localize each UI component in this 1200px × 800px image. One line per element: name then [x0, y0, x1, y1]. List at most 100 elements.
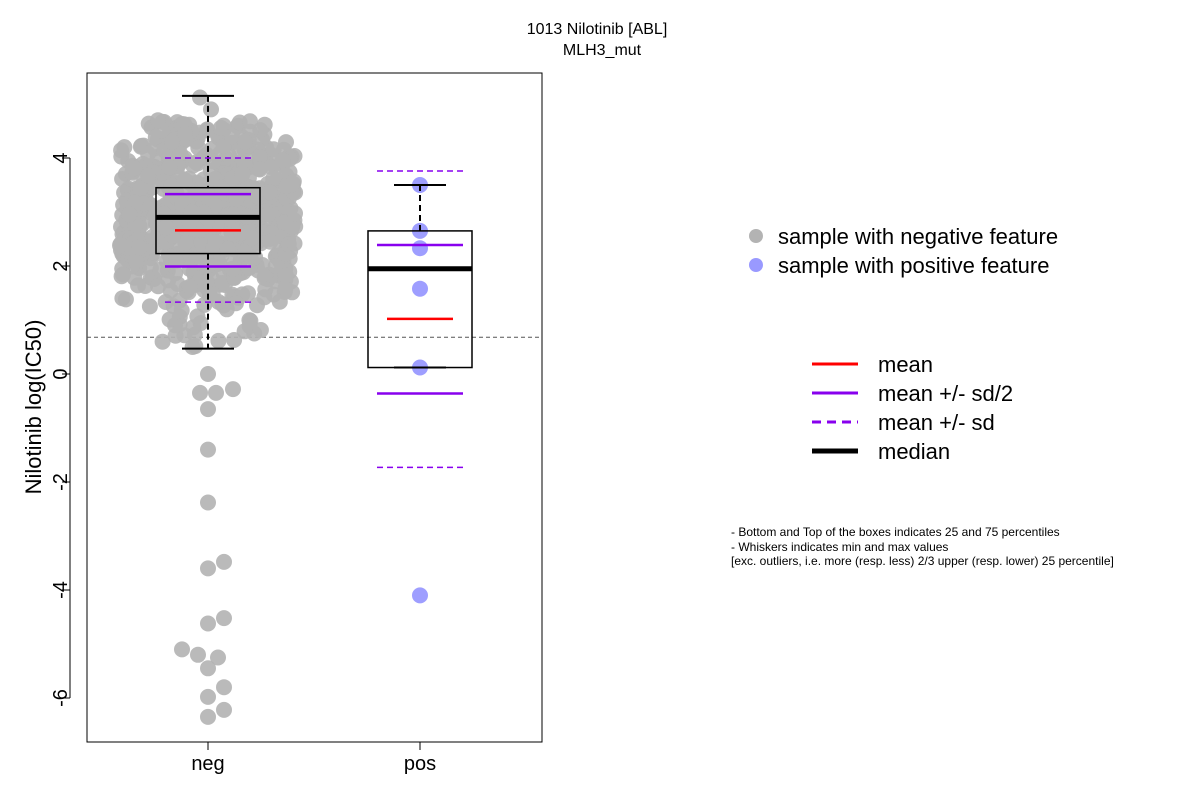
- neg-outlier-point: [200, 708, 216, 725]
- neg-sample-point: [265, 170, 282, 187]
- neg-sample-point: [261, 184, 278, 201]
- neg-outlier-point: [200, 401, 216, 418]
- neg-sample-point: [112, 237, 128, 254]
- neg-sample-point: [173, 302, 190, 319]
- neg-box: [155, 186, 261, 255]
- legend-point-marker: [749, 258, 763, 272]
- neg-sample-point: [140, 145, 157, 162]
- neg-sample-point: [176, 171, 193, 188]
- legend-point-label: sample with negative feature: [778, 224, 1058, 249]
- neg-sample-point: [131, 239, 148, 256]
- neg-sample-point: [249, 297, 265, 314]
- pos-points: [412, 177, 428, 604]
- neg-sample-point: [181, 278, 198, 295]
- neg-outlier-point: [208, 384, 224, 401]
- neg-sample-point: [177, 125, 193, 142]
- y-tick-label: -6: [50, 689, 72, 707]
- neg-sample-point: [163, 177, 180, 194]
- neg-sample-point: [177, 234, 194, 251]
- pos-sample-point: [412, 280, 428, 297]
- neg-sample-point: [207, 234, 224, 251]
- neg-sample-point: [210, 332, 227, 349]
- neg-sample-point: [132, 180, 149, 197]
- neg-outlier-point: [200, 366, 216, 382]
- neg-sample-point: [190, 139, 207, 156]
- neg-sample-point: [168, 252, 184, 269]
- neg-outlier-point: [200, 615, 216, 632]
- neg-sample-point: [252, 322, 269, 338]
- y-tick-label: -4: [50, 581, 72, 599]
- neg-sample-point: [271, 293, 288, 310]
- chart-title-line-2: MLH3_mut: [563, 42, 642, 59]
- neg-sample-point: [249, 188, 266, 204]
- neg-sample-point: [150, 112, 166, 129]
- neg-sample-point: [130, 277, 146, 294]
- neg-sample-point: [192, 89, 208, 106]
- neg-sample-point: [154, 333, 171, 350]
- pos-box: [367, 230, 473, 369]
- legend-line-label: median: [878, 439, 950, 464]
- neg-sample-point: [203, 101, 219, 118]
- legend-point-marker: [749, 229, 763, 243]
- x-axis: neg pos: [191, 741, 436, 775]
- y-axis: -6 -4 -2 0 2 4: [50, 152, 72, 706]
- y-tick-label: -2: [50, 473, 72, 491]
- neg-sample-point: [237, 133, 253, 150]
- neg-sample-point: [169, 276, 186, 292]
- neg-outlier-point: [200, 441, 216, 458]
- plot-area: [86, 72, 543, 743]
- legend-lines: mean mean +/- sd/2 mean +/- sd median: [812, 352, 1013, 464]
- note-line-2: - Whiskers indicates min and max values: [731, 540, 948, 554]
- pos-sample-point: [412, 240, 428, 257]
- neg-sample-point: [283, 177, 300, 193]
- legend-points: sample with negative feature sample with …: [749, 224, 1058, 278]
- neg-sample-point: [150, 278, 167, 295]
- legend-point-label: sample with positive feature: [778, 253, 1049, 278]
- x-tick-label-neg: neg: [191, 753, 224, 775]
- neg-sample-point: [161, 311, 178, 328]
- neg-sample-point: [157, 219, 174, 236]
- neg-sample-point: [224, 260, 241, 277]
- neg-outlier-point: [192, 384, 208, 401]
- neg-sample-point: [233, 225, 250, 241]
- neg-sample-point: [278, 134, 294, 151]
- legend-line-label: mean +/- sd/2: [878, 381, 1013, 406]
- neg-sample-point: [144, 228, 161, 245]
- neg-sample-point: [262, 233, 279, 250]
- chart-title-line-1: 1013 Nilotinib [ABL]: [527, 21, 668, 38]
- neg-sample-point: [114, 290, 131, 307]
- neg-sample-point: [161, 159, 178, 176]
- neg-outlier-point: [200, 560, 216, 577]
- note-line-1: - Bottom and Top of the boxes indicates …: [731, 525, 1060, 539]
- neg-outlier-point: [210, 649, 226, 666]
- neg-sample-point: [213, 119, 229, 136]
- x-tick-label-pos: pos: [404, 753, 436, 775]
- neg-sample-point: [128, 252, 145, 269]
- legend-line-label: mean: [878, 352, 933, 377]
- neg-sample-point: [265, 141, 282, 158]
- neg-sample-point: [267, 258, 284, 274]
- y-axis-label: Nilotinib log(IC50): [21, 320, 46, 495]
- neg-sample-point: [234, 165, 251, 182]
- neg-sample-point: [113, 142, 130, 159]
- neg-sample-point: [251, 149, 268, 165]
- pos-sample-point: [412, 587, 428, 604]
- neg-sample-point: [126, 160, 143, 177]
- neg-sample-point: [287, 205, 303, 222]
- neg-sample-point: [189, 308, 206, 325]
- y-tick-label: 4: [50, 152, 72, 163]
- chart-title: 1013 Nilotinib [ABL] MLH3_mut: [527, 21, 668, 59]
- neg-sample-point: [187, 338, 204, 355]
- y-tick-label: 0: [50, 368, 72, 379]
- neg-sample-point: [141, 298, 158, 315]
- note-line-3: [exc. outliers, i.e. more (resp. less) 2…: [731, 554, 1114, 568]
- neg-outlier-point: [174, 641, 190, 658]
- neg-sample-point: [277, 267, 294, 284]
- neg-sample-point: [224, 128, 240, 145]
- neg-sample-point: [140, 167, 157, 184]
- boxes: [155, 94, 473, 469]
- neg-outlier-point: [216, 701, 232, 718]
- neg-sample-point: [277, 280, 294, 297]
- neg-outlier-point: [190, 646, 206, 663]
- y-tick-label: 2: [50, 260, 72, 271]
